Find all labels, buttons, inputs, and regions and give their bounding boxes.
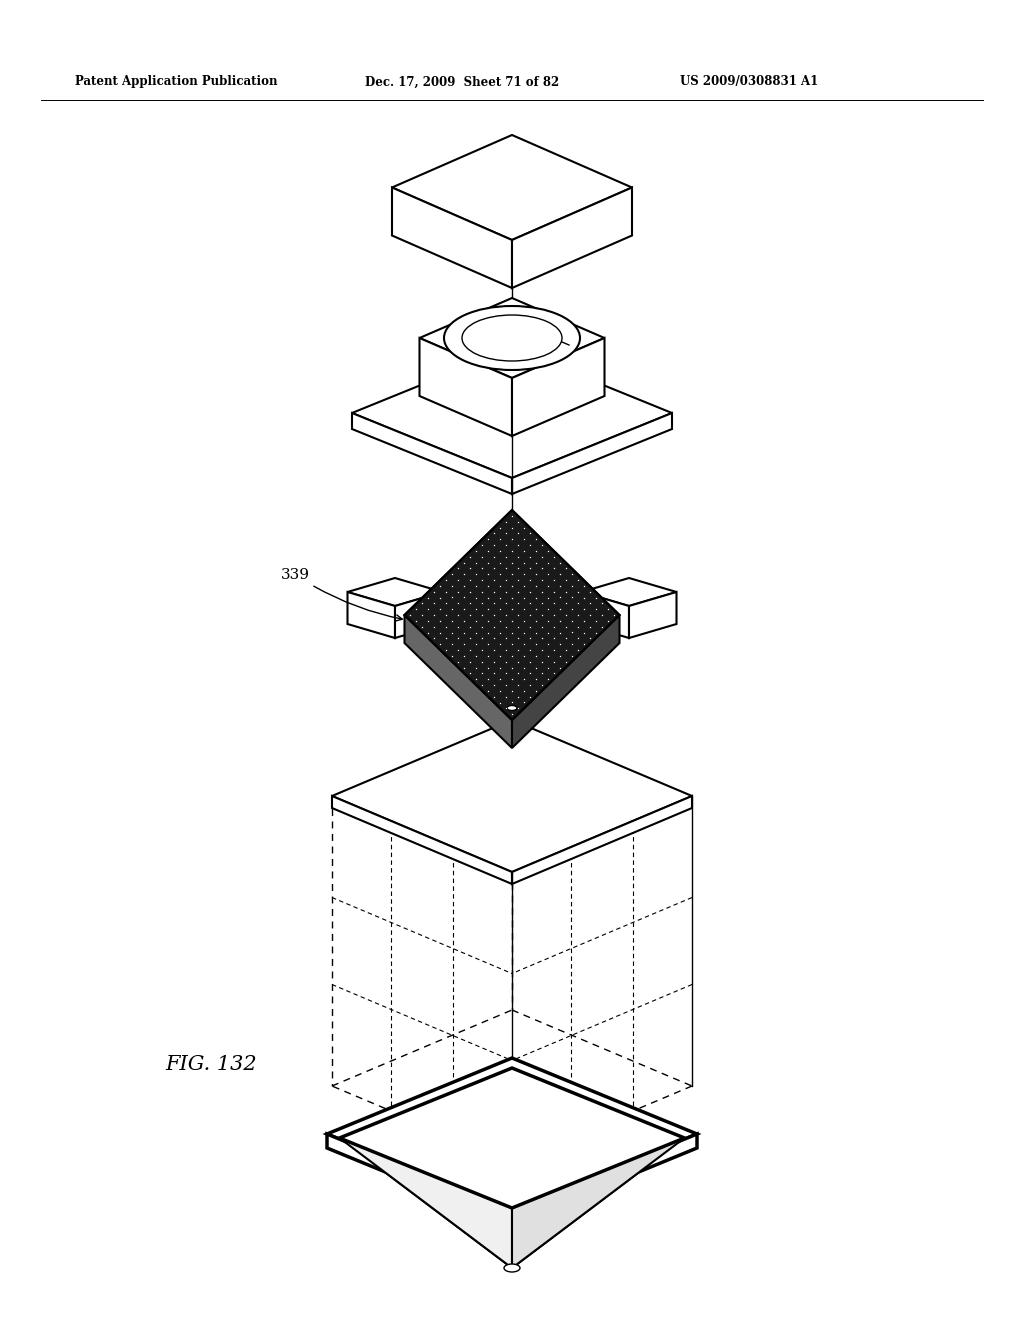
Polygon shape [352, 348, 672, 478]
Polygon shape [332, 796, 512, 884]
Polygon shape [404, 615, 512, 748]
Text: Patent Application Publication: Patent Application Publication [75, 75, 278, 88]
Polygon shape [404, 510, 620, 719]
Text: 339: 339 [281, 568, 402, 620]
Polygon shape [327, 1059, 697, 1210]
Text: US 2009/0308831 A1: US 2009/0308831 A1 [680, 75, 818, 88]
Text: FIG. 132: FIG. 132 [165, 1056, 257, 1074]
Polygon shape [512, 796, 692, 884]
Polygon shape [395, 591, 442, 638]
Polygon shape [512, 338, 604, 436]
Polygon shape [512, 1068, 684, 1269]
Polygon shape [512, 187, 632, 288]
Polygon shape [340, 1068, 512, 1269]
Polygon shape [512, 413, 672, 494]
Polygon shape [512, 1138, 684, 1269]
Polygon shape [347, 591, 395, 638]
Polygon shape [392, 135, 632, 240]
Polygon shape [512, 1134, 697, 1224]
Polygon shape [629, 591, 677, 638]
Ellipse shape [444, 306, 580, 370]
Polygon shape [392, 187, 512, 288]
Polygon shape [512, 615, 620, 748]
Polygon shape [505, 620, 519, 626]
Polygon shape [340, 1138, 512, 1269]
Polygon shape [512, 623, 519, 656]
Polygon shape [352, 413, 512, 494]
Polygon shape [505, 623, 512, 656]
Text: Dec. 17, 2009  Sheet 71 of 82: Dec. 17, 2009 Sheet 71 of 82 [365, 75, 559, 88]
Ellipse shape [462, 315, 562, 360]
Polygon shape [420, 298, 604, 378]
Ellipse shape [504, 1265, 520, 1272]
Polygon shape [340, 1068, 684, 1208]
Polygon shape [582, 578, 677, 606]
Polygon shape [332, 719, 692, 873]
Ellipse shape [507, 705, 517, 710]
Polygon shape [347, 578, 442, 606]
Polygon shape [582, 591, 629, 638]
Polygon shape [420, 338, 512, 436]
Polygon shape [327, 1134, 512, 1224]
